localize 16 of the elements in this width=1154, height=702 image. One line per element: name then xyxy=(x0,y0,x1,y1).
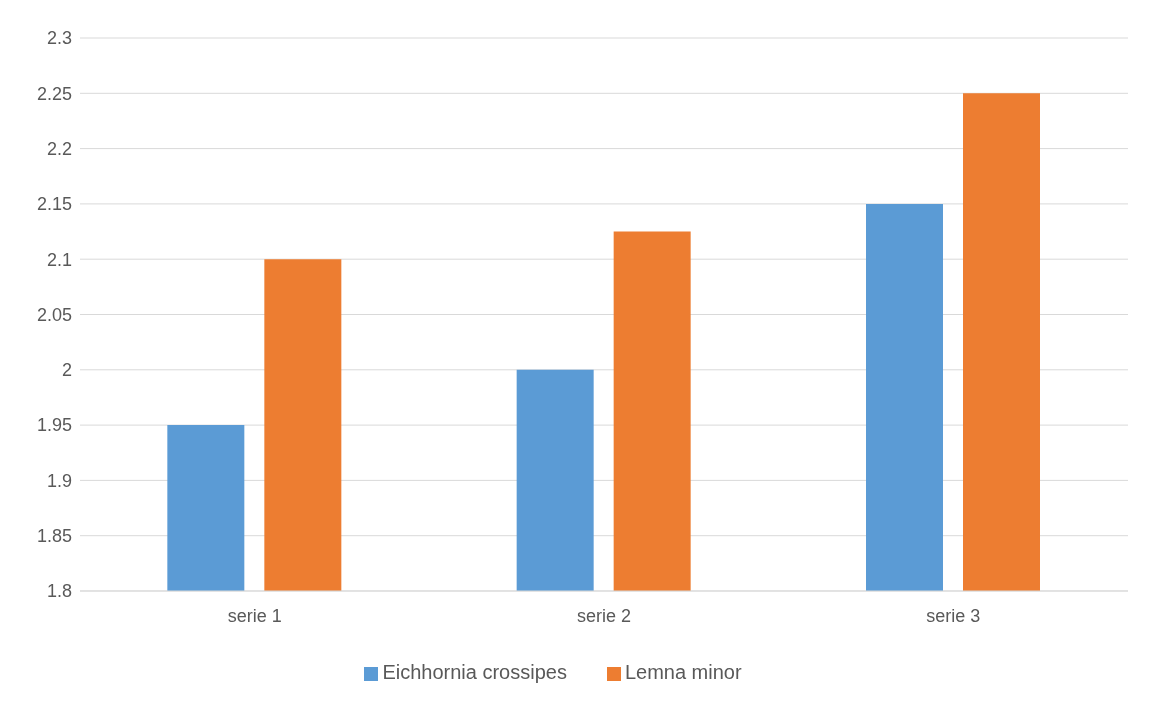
x-tick-label: serie 1 xyxy=(227,605,282,626)
y-tick-label: 1.9 xyxy=(46,470,72,491)
y-tick-label: 2.25 xyxy=(36,83,72,104)
y-tick-label: 2.1 xyxy=(46,249,72,270)
y-tick-label: 2.3 xyxy=(46,28,72,49)
y-tick-label: 2.2 xyxy=(46,138,72,159)
y-tick-label: 2.15 xyxy=(36,194,72,215)
y-tick-label: 2 xyxy=(61,360,72,381)
legend-label: Lemna minor xyxy=(624,661,742,683)
y-tick-label: 1.85 xyxy=(36,526,72,547)
x-tick-label: serie 3 xyxy=(926,605,981,626)
legend-label: Eichhornia crossipes xyxy=(382,661,567,683)
y-tick-label: 2.05 xyxy=(36,304,72,325)
y-tick-label: 1.8 xyxy=(46,581,72,602)
x-tick-label: serie 2 xyxy=(576,605,632,626)
y-tick-label: 1.95 xyxy=(36,415,72,436)
